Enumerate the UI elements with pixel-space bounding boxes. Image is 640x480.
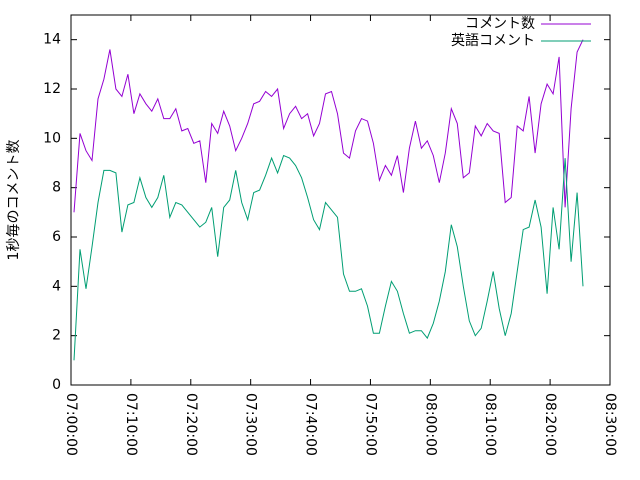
y-tick-label: 0	[52, 377, 61, 393]
y-tick-label: 14	[43, 32, 61, 48]
x-tick-label: 08:20:00	[542, 393, 558, 456]
y-tick-label: 12	[43, 81, 61, 97]
x-tick-label: 07:40:00	[303, 393, 319, 456]
x-tick-label: 08:10:00	[482, 393, 498, 456]
legend-label: 英語コメント	[451, 32, 535, 49]
y-tick-label: 10	[43, 130, 61, 146]
series-line	[73, 154, 584, 361]
series-line	[73, 39, 584, 213]
x-tick-label: 07:30:00	[243, 393, 259, 456]
y-tick-label: 2	[52, 328, 61, 344]
y-tick-label: 8	[52, 180, 61, 196]
x-tick-label: 07:50:00	[362, 393, 378, 456]
x-tick-label: 08:30:00	[602, 393, 618, 456]
y-tick-label: 4	[52, 278, 61, 294]
plot-frame	[70, 14, 611, 386]
legend-label: コメント数	[465, 16, 535, 32]
x-tick-label: 07:10:00	[123, 393, 139, 456]
x-tick-label: 07:20:00	[183, 393, 199, 456]
x-tick-label: 08:00:00	[422, 393, 438, 456]
y-tick-label: 6	[52, 229, 61, 245]
y-axis-label: 1秒毎のコメント数	[6, 140, 22, 261]
x-tick-label: 07:00:00	[63, 393, 79, 456]
